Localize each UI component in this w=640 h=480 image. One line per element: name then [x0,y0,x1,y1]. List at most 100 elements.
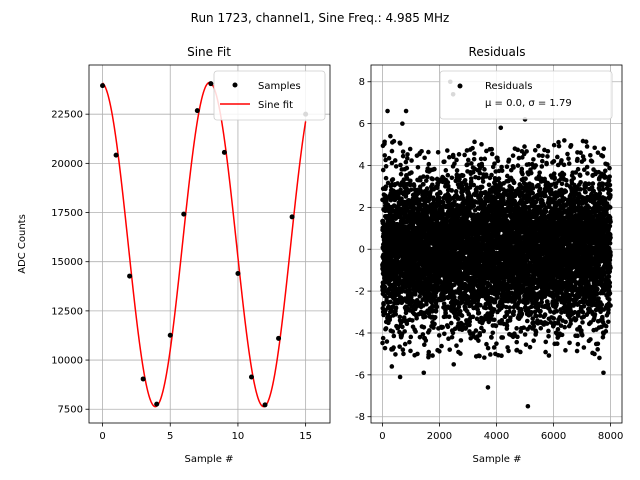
residual-point [415,164,421,170]
residual-point [422,342,427,348]
residual-point [449,188,455,193]
residual-point [382,153,388,158]
residual-point [404,165,410,171]
residual-point [504,323,510,329]
sine-fit-y-tick-label: 12500 [51,306,83,317]
residual-point [510,153,516,158]
residual-point [430,182,435,188]
residual-point [472,139,477,145]
residual-point [506,348,511,354]
residual-point [427,328,432,333]
residual-point [383,326,389,331]
residual-point [482,355,487,360]
residual-point [515,147,521,153]
residual-point [393,164,399,169]
residual-point [446,314,452,320]
residual-point [495,295,500,300]
residual-point [492,317,497,323]
residual-point [469,161,474,166]
residual-point [386,155,392,161]
residual-point [470,145,475,151]
residual-point [380,218,386,224]
residual-point [383,164,389,169]
residual-point [479,142,484,147]
residual-point [384,339,390,344]
sine-fit-y-tick-label: 20000 [51,159,83,170]
residual-point [449,334,455,340]
residual-point [440,324,446,330]
sine-fit-x-axis-label: Sample # [184,454,233,465]
residual-point [495,158,501,164]
sine-fit-x-tick-label: 5 [167,431,173,442]
residual-point [408,334,414,340]
residual-point [436,333,442,338]
sample-point [127,273,133,279]
residual-point [405,156,410,161]
residual-point [396,282,401,287]
residual-point [409,170,414,175]
residual-point [450,330,456,336]
residual-point [408,187,414,192]
residual-point [515,163,521,168]
residual-point [483,172,489,178]
residual-point [434,304,440,310]
sample-point [194,108,200,114]
residual-point [462,152,467,158]
residual-point [499,168,505,173]
residual-point [507,309,512,314]
residual-point [482,156,488,162]
residual-point [386,304,391,310]
residual-point [421,182,426,187]
sample-point [235,271,241,277]
sine-fit-curve [102,81,307,408]
residual-point [437,195,442,201]
residual-point [433,308,439,314]
residual-point [402,329,407,334]
sample-point [289,214,295,220]
sine-fit-legend: Samples Sine fit [213,70,326,121]
residual-point [432,166,437,172]
residual-point [480,179,486,184]
sine-fit-x-tick-label: 10 [232,431,245,442]
residual-point [490,330,496,336]
legend-sine-fit-label: Sine fit [258,100,293,111]
residual-point [389,148,395,154]
residual-point [390,177,396,182]
residual-point [507,305,513,310]
sine-fit-y-tick-label: 10000 [51,356,83,367]
residual-point [514,339,520,345]
residual-point [408,348,413,354]
sample-point [221,149,227,155]
residual-point [426,161,432,167]
residual-point [509,187,515,193]
residual-point [458,338,464,343]
legend-samples-label: Samples [258,81,301,92]
residual-point [467,319,472,324]
residuals-data [380,79,613,409]
residual-point [477,353,482,359]
sample-point [276,335,282,341]
residual-point [413,329,418,334]
residual-point [488,352,493,357]
residual-point [489,151,495,157]
residual-point [479,184,485,190]
sine-fit-y-axis-label: ADC Counts [17,214,28,274]
sine-fit-y-tick-label: 15000 [51,257,83,268]
residual-point [409,158,414,163]
residual-point [476,338,481,343]
residual-point [403,159,409,165]
residual-point [511,309,517,314]
residual-point [454,343,459,348]
residual-point [435,149,441,155]
residual-point [381,302,386,307]
residual-point [419,148,424,154]
residual-point [446,154,452,160]
residual-point [483,305,489,311]
sample-point [248,374,254,380]
residual-point [397,344,402,349]
residual-point [430,176,435,182]
residual-point [400,347,406,352]
residual-point [415,351,420,357]
residual-point [417,334,423,340]
sine-fit-x-tick-label: 15 [299,431,312,442]
